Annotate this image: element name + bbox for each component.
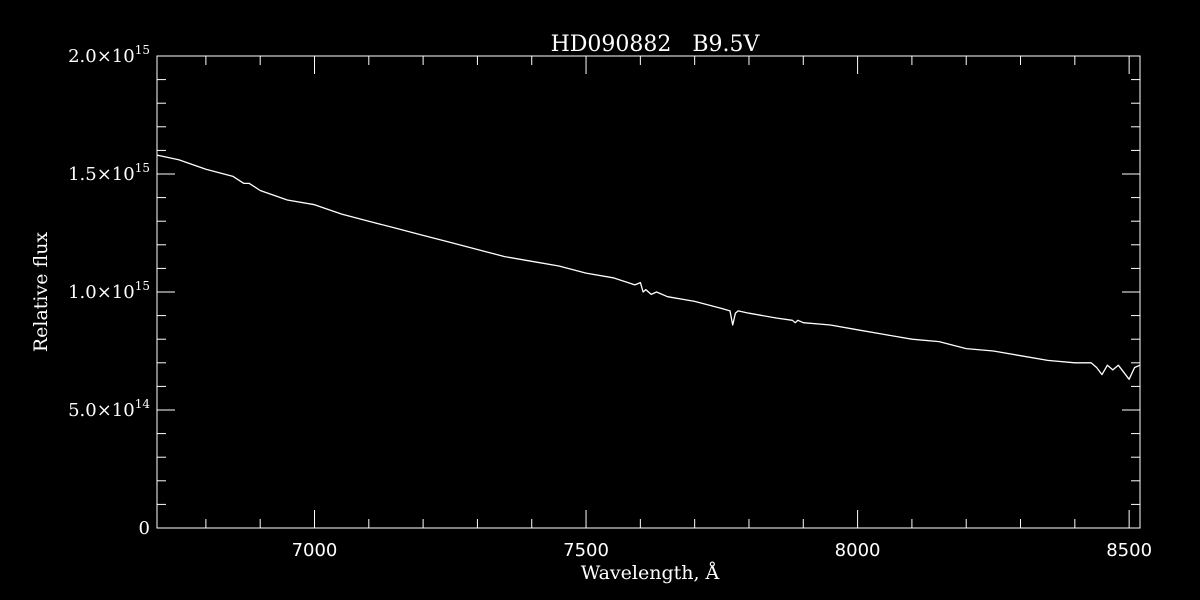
y-tick-label: 0 [139,518,150,539]
y-axis-tick-labels: 0 5.0×1014 1.0×1015 1.5×1015 2.0×1015 [68,43,150,539]
chart-title: HD090882 B9.5V [551,32,761,57]
y-tick-label: 1.5×1015 [68,161,150,185]
x-axis-label: Wavelength, Å [581,562,720,584]
x-tick-label: 7000 [292,540,338,561]
y-tick-label: 5.0×1014 [68,397,150,421]
y-tick-label: 1.0×1015 [68,279,150,303]
x-tick-label: 7500 [563,540,609,561]
y-tick-label: 2.0×1015 [68,43,150,67]
x-axis-tick-labels: 7000 7500 8000 8500 [292,540,1152,561]
x-tick-label: 8000 [835,540,881,561]
y-axis-ticks [157,79,1140,505]
y-axis-label: Relative flux [30,232,52,353]
x-tick-label: 8500 [1106,540,1152,561]
series-line-spectrum [156,154,1141,380]
x-axis-ticks [205,56,1130,528]
